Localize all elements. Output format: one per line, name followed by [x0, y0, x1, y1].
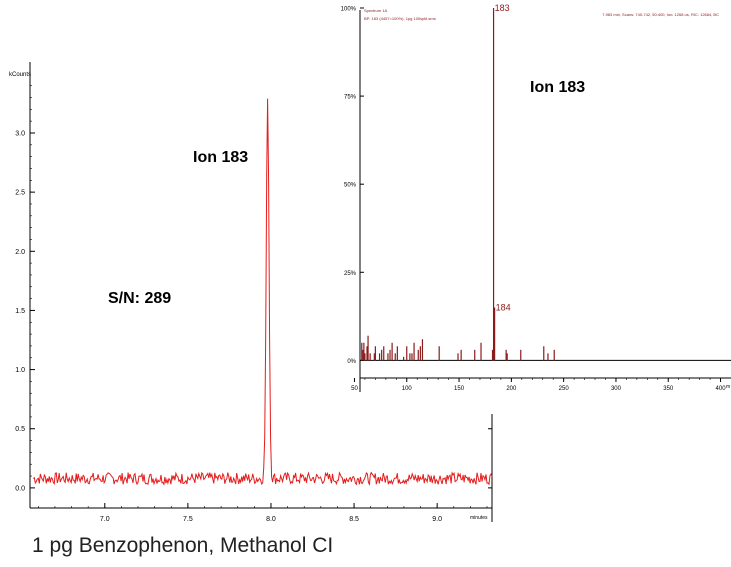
chromatogram-ytick-label: 0.0 [15, 485, 25, 492]
chromatogram-ytick-label: 2.0 [15, 249, 25, 256]
spectrum-peak-label: 184 [496, 303, 511, 313]
chromatogram-xunit: minutes [470, 515, 488, 521]
chromatogram-xtick-label: 8.0 [266, 516, 276, 523]
spectrum-xtick-label: 400 [716, 386, 727, 392]
chromatogram-ytick-label: 2.5 [15, 190, 25, 197]
spectrum-xtick-label: 100 [402, 386, 413, 392]
chromatogram-ylabel: kCounts [9, 72, 31, 78]
spectrum-xtick-label: 350 [663, 386, 674, 392]
spectrum-subtitle: BP: 183 (4457=100%), 1pg 100split.sms [364, 16, 436, 21]
spectrum-title: Spectrum 1A [364, 8, 387, 13]
chromatogram-ytick-label: 3.0 [15, 130, 25, 137]
spectrum-xtick-label: 50 [351, 386, 358, 392]
chromatogram-xtick-label: 7.0 [100, 516, 110, 523]
chromatogram-ytick-label: 1.5 [15, 308, 25, 315]
spectrum-ytick-label: 50% [344, 183, 357, 189]
chromatogram-xtick-label: 7.5 [183, 516, 193, 523]
spectrum-xtick-label: 300 [611, 386, 622, 392]
figure-caption: 1 pg Benzophenon, Methanol CI [32, 534, 333, 558]
spectrum-xtick-label: 200 [506, 386, 517, 392]
spectrum-peak-label: 183 [495, 3, 510, 13]
spectrum-ytick-label: 75% [344, 95, 357, 101]
chromatogram-ion-annotation: Ion 183 [193, 149, 248, 166]
spectrum-panel: Spectrum 1A BP: 183 (4457=100%), 1pg 100… [340, 0, 731, 402]
spectrum-ytick-label: 25% [344, 271, 357, 277]
chromatogram-ytick-label: 1.0 [15, 367, 25, 374]
chromatogram-ytick-label: 0.5 [15, 426, 25, 433]
spectrum-ytick-label: 100% [341, 7, 357, 13]
spectrum-header-right: 7.983 min, Scans: 740-742, 50:400, Ion: … [602, 12, 719, 17]
spectrum-xtick-label: 250 [559, 386, 570, 392]
spectrum-xunit: m [726, 384, 730, 390]
spectrum-xtick-label: 150 [454, 386, 465, 392]
spectrum-ion-annotation: Ion 183 [530, 79, 585, 96]
spectrum-ytick-label: 0% [347, 359, 356, 365]
chromatogram-xtick-label: 9.0 [432, 516, 442, 523]
chromatogram-xtick-label: 8.5 [349, 516, 359, 523]
chromatogram-sn-annotation: S/N: 289 [108, 290, 171, 307]
spectrum-background [340, 0, 731, 402]
